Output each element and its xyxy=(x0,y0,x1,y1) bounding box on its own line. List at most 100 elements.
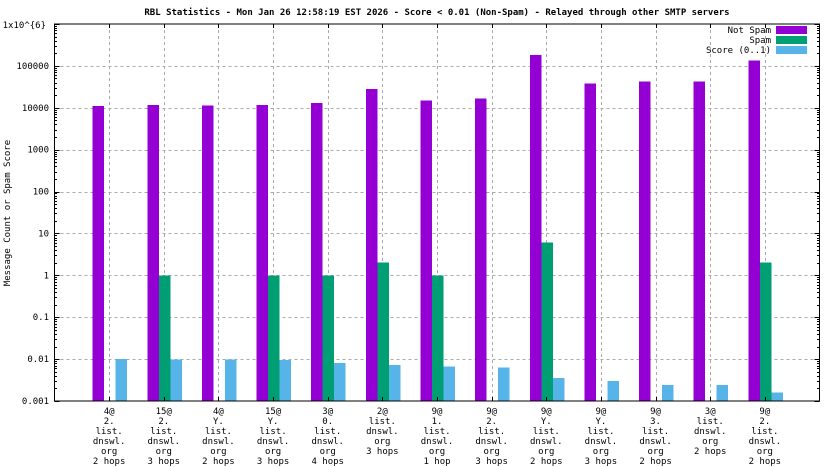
x-category-label-line: list. xyxy=(587,427,614,437)
y-axis-top-label: 1x10^{6} xyxy=(3,21,46,31)
x-category-label-line: 2. xyxy=(158,417,169,427)
bar-spam xyxy=(377,262,389,401)
x-category-label-line: 2 hops xyxy=(530,457,563,467)
x-category-label-line: Y. xyxy=(596,417,607,427)
x-category-label-line: 9@ xyxy=(432,407,443,417)
bar-not-spam xyxy=(311,103,323,401)
legend-label: Score (0..1) xyxy=(706,46,771,56)
bar-score-0-1 xyxy=(115,359,128,401)
legend-swatch xyxy=(776,26,807,34)
x-category-label: 9@ 1. list. dnswl. org 1 hop xyxy=(421,407,454,467)
bar-score-0-1 xyxy=(607,381,619,401)
x-category-label-line: 4@ xyxy=(104,407,115,417)
x-category-label-line: 1 hop xyxy=(423,457,450,467)
x-category-label: 9@ 2. list. dnswl. org 3 hops xyxy=(475,407,508,467)
x-category-label-line: dnswl. xyxy=(93,437,126,447)
x-category-label-line: 2@ xyxy=(377,407,388,417)
x-category-label: 4@ 2. list. dnswl. org 2 hops xyxy=(93,407,126,467)
x-category-label-line: 2 hops xyxy=(639,457,672,467)
legend-swatch xyxy=(776,46,807,54)
bar-not-spam xyxy=(584,83,596,402)
x-category-label-line: org xyxy=(101,447,117,457)
x-category-label: 9@ Y. list. dnswl. org 3 hops xyxy=(585,407,618,467)
x-category-label-line: org xyxy=(374,437,390,447)
x-category-label-line: dnswl. xyxy=(530,437,563,447)
x-category-label-line: dnswl. xyxy=(311,437,344,447)
x-category-label-line: 4 hops xyxy=(311,457,344,467)
y-tick-label: 10000 xyxy=(22,104,49,114)
x-category-label-line: list. xyxy=(369,417,396,427)
bar-score-0-1 xyxy=(388,364,401,401)
x-category-label-line: list. xyxy=(533,427,560,437)
x-category-label-line: org xyxy=(647,447,663,457)
bar-not-spam xyxy=(748,60,760,401)
x-category-label-line: list. xyxy=(423,427,450,437)
x-category-label-line: list. xyxy=(205,427,232,437)
x-category-label-line: 3 hops xyxy=(475,457,508,467)
legend-label: Not Spam xyxy=(728,26,771,36)
x-category-label-line: dnswl. xyxy=(202,437,235,447)
x-category-label-line: org xyxy=(210,447,226,457)
bar-score-0-1 xyxy=(279,360,292,401)
bar-spam xyxy=(322,275,335,401)
bar-not-spam xyxy=(529,55,542,402)
bar-score-0-1 xyxy=(552,378,565,401)
bar-score-0-1 xyxy=(716,385,729,401)
x-category-label-line: 9@ xyxy=(541,407,552,417)
bars-layer xyxy=(92,55,783,402)
y-tick-label: 1000 xyxy=(27,146,49,156)
x-category-label-line: 9@ xyxy=(486,407,497,417)
bar-score-0-1 xyxy=(170,359,182,401)
bar-score-0-1 xyxy=(334,363,346,401)
x-category-label: 15@ 2. list. dnswl. org 3 hops xyxy=(148,407,181,467)
x-category-label-line: 2. xyxy=(104,417,115,427)
x-category-label-line: org xyxy=(757,447,773,457)
x-category-label-line: dnswl. xyxy=(639,437,672,447)
x-category-label-line: org xyxy=(320,447,336,457)
x-category-label-line: Y. xyxy=(268,417,279,427)
x-category-label: 4@ Y. list. dnswl. org 2 hops xyxy=(202,407,235,467)
bar-spam xyxy=(268,275,280,401)
bar-not-spam xyxy=(475,98,487,402)
bar-not-spam xyxy=(201,105,214,401)
bar-not-spam xyxy=(365,89,378,402)
x-category-label-line: 1. xyxy=(432,417,443,427)
bar-score-0-1 xyxy=(224,359,237,401)
x-category-label-line: 3 hops xyxy=(148,457,181,467)
x-category-label-line: 9@ xyxy=(759,407,770,417)
x-category-label-line: org xyxy=(429,447,445,457)
x-category-label-line: org xyxy=(702,437,718,447)
x-category-label-line: dnswl. xyxy=(257,437,290,447)
x-category-label-line: 3 hops xyxy=(585,457,618,467)
x-category-label-line: list. xyxy=(96,427,123,437)
x-category-label-line: Y. xyxy=(541,417,552,427)
x-category-label-line: list. xyxy=(260,427,287,437)
chart-title: RBL Statistics - Mon Jan 26 12:58:19 EST… xyxy=(144,7,729,18)
bar-spam xyxy=(432,275,444,401)
bar-score-0-1 xyxy=(771,392,783,401)
x-category-label-line: dnswl. xyxy=(694,427,727,437)
bar-spam xyxy=(541,242,553,401)
y-tick-label: 1 xyxy=(44,271,49,281)
x-category-label-line: 9@ xyxy=(596,407,607,417)
y-tick-label: 0.1 xyxy=(33,313,49,323)
x-category-label-line: list. xyxy=(642,427,669,437)
bar-score-0-1 xyxy=(662,385,674,401)
x-category-label-line: 3 hops xyxy=(366,447,399,457)
x-category-label-line: 2 hops xyxy=(749,457,782,467)
legend-label: Spam xyxy=(749,36,771,46)
legend-swatch xyxy=(776,36,807,44)
x-category-label-line: list. xyxy=(751,427,778,437)
x-category-label-line: 15@ xyxy=(265,407,282,417)
x-category-label-line: list. xyxy=(697,417,724,427)
x-category-label-line: 3@ xyxy=(705,407,716,417)
x-category-label: 9@ 3. list. dnswl. org 2 hops xyxy=(639,407,672,467)
x-category-label-line: 3@ xyxy=(322,407,333,417)
bar-not-spam xyxy=(693,81,706,401)
y-tick-label: 0.001 xyxy=(22,397,49,407)
bar-not-spam xyxy=(420,100,432,401)
